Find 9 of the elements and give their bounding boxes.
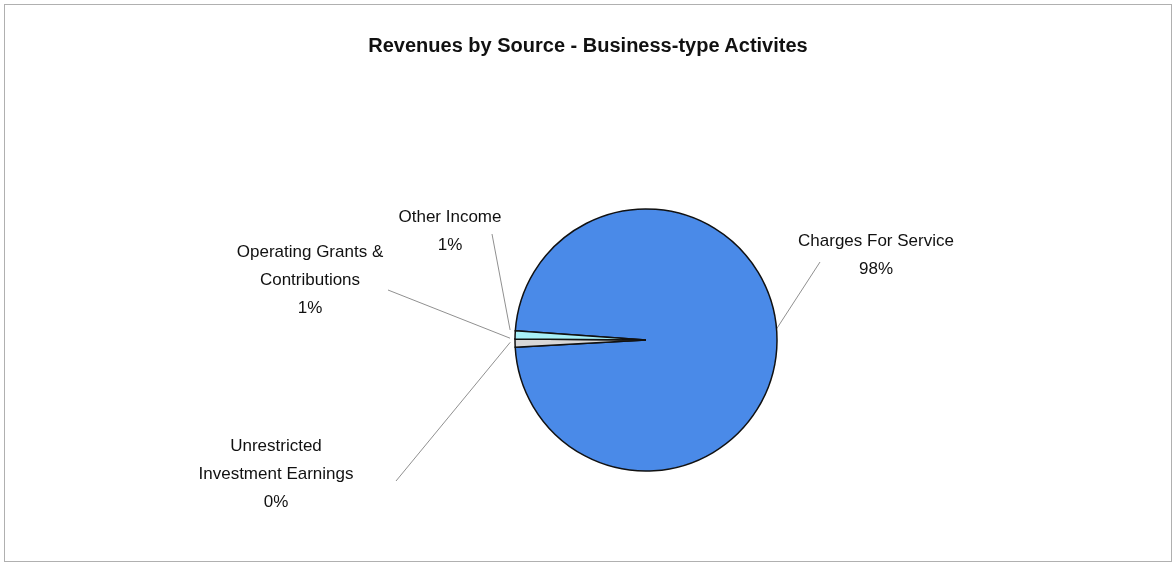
text: 0% <box>263 492 289 511</box>
slice-label: Charges For Service <box>798 231 954 250</box>
chart-title: Revenues by Source - Business-type Activites <box>367 34 809 57</box>
data-label: 1% <box>437 235 463 254</box>
data-label: 98% <box>858 259 894 278</box>
category-label: Unrestricted Investment Earnings <box>198 436 354 483</box>
data-label: 1% <box>297 298 323 317</box>
slice-label: Operating Grants & Contributions <box>236 242 384 289</box>
slice-label: Other Income <box>398 207 502 226</box>
